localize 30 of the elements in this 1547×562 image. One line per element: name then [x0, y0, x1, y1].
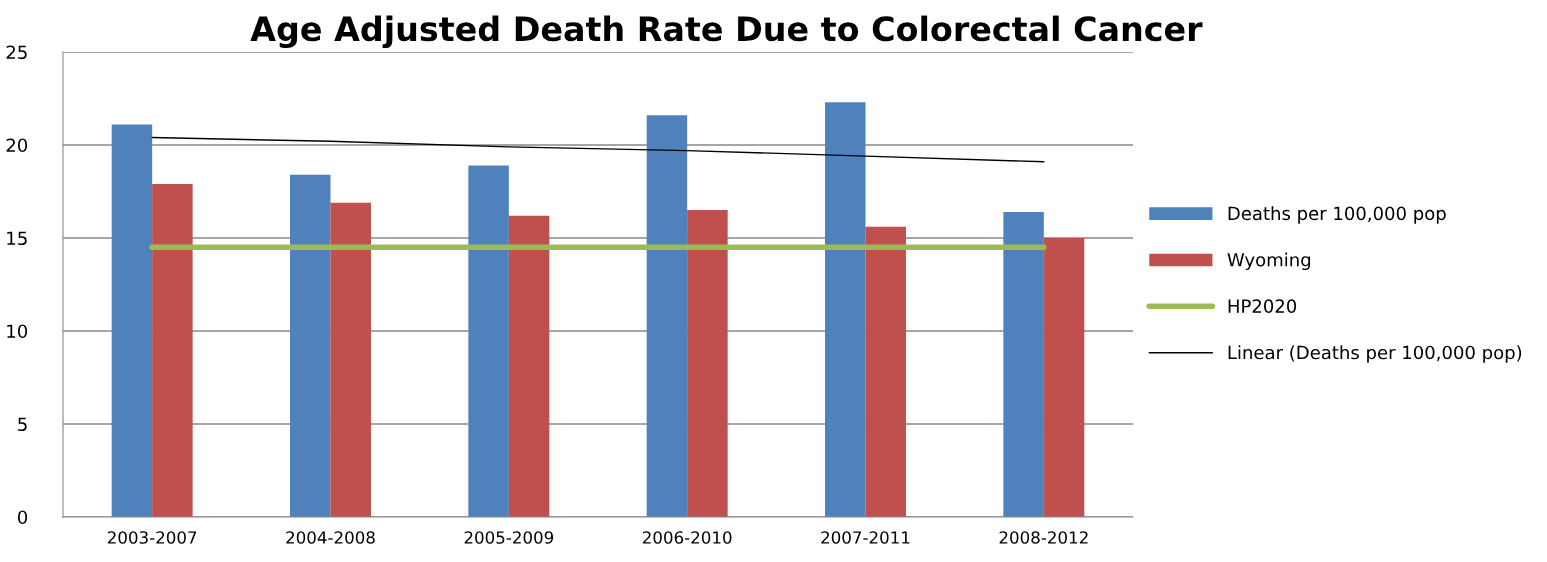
bar: [468, 165, 509, 517]
x-tick-label: 2008-2012: [999, 531, 1088, 544]
x-tick-label: 2003-2007: [107, 531, 197, 544]
y-tick-label: 25: [6, 45, 27, 60]
bar: [865, 226, 906, 517]
x-tick-label: 2005-2009: [464, 531, 554, 544]
x-tick-label: 2006-2010: [642, 531, 732, 544]
bar: [152, 184, 193, 517]
bar: [290, 174, 331, 517]
bar: [1003, 211, 1044, 517]
legend-label: Linear (Deaths per 100,000 pop): [1228, 345, 1522, 363]
legend-label: Deaths per 100,000 pop: [1228, 206, 1446, 224]
bar: [646, 115, 688, 517]
bar: [330, 202, 371, 517]
y-tick-label: 0: [17, 510, 28, 525]
bar: [111, 124, 153, 517]
y-tick-label: 10: [7, 324, 28, 339]
bar: [687, 210, 728, 517]
y-tick-label: 5: [18, 417, 27, 432]
line-series: [151, 136, 1045, 163]
bar: [825, 102, 866, 517]
bar: [1043, 238, 1085, 517]
x-tick-label: 2007-2011: [821, 531, 910, 544]
bar: [508, 215, 550, 517]
y-tick-label: 15: [7, 231, 27, 246]
chart-title: Age Adjusted Death Rate Due to Colorectal Cancer: [250, 15, 1203, 49]
legend-label: Wyoming: [1227, 252, 1311, 271]
x-tick-label: 2004-2008: [286, 531, 375, 544]
legend-label: HP2020: [1228, 299, 1297, 313]
y-tick-label: 20: [6, 138, 28, 153]
